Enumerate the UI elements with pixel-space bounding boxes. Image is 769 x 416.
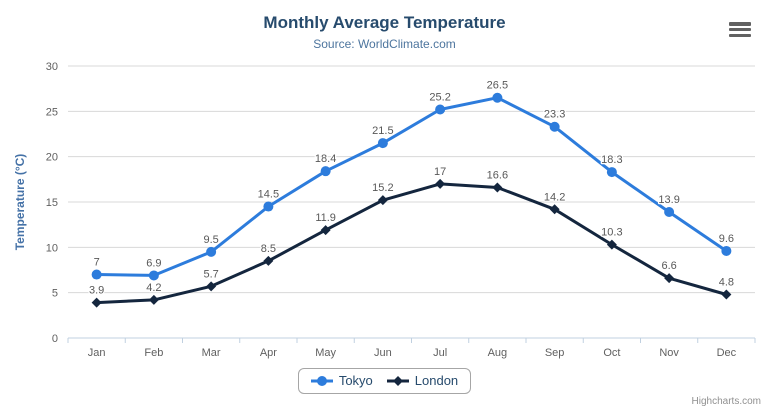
- x-axis-label-mar: Mar: [202, 347, 221, 359]
- x-axis-label-aug: Aug: [488, 347, 508, 359]
- data-label-london-apr: 8.5: [261, 243, 276, 255]
- data-label-london-jul: 17: [434, 166, 446, 178]
- x-axis-label-feb: Feb: [144, 347, 163, 359]
- legend-box: Tokyo London: [297, 368, 472, 394]
- x-axis-label-jan: Jan: [88, 347, 106, 359]
- y-axis-tick-label: 15: [46, 197, 58, 209]
- y-axis-tick-label: 5: [52, 288, 58, 300]
- data-point-london-sep[interactable]: [549, 204, 560, 215]
- data-point-tokyo-may[interactable]: [320, 166, 331, 177]
- data-label-london-feb: 4.2: [146, 282, 161, 294]
- data-point-london-feb[interactable]: [148, 294, 159, 305]
- data-point-tokyo-mar[interactable]: [206, 246, 217, 257]
- data-label-tokyo-mar: 9.5: [203, 234, 218, 246]
- data-label-tokyo-oct: 18.3: [601, 154, 622, 166]
- data-point-london-aug[interactable]: [492, 182, 503, 193]
- legend: Tokyo London: [0, 368, 769, 394]
- data-label-london-mar: 5.7: [203, 268, 218, 280]
- data-point-tokyo-jun[interactable]: [377, 138, 388, 149]
- data-label-tokyo-nov: 13.9: [658, 194, 679, 206]
- x-axis-label-may: May: [315, 347, 336, 359]
- data-point-tokyo-apr[interactable]: [263, 201, 274, 212]
- data-point-london-dec[interactable]: [721, 289, 732, 300]
- legend-item-tokyo[interactable]: Tokyo: [310, 373, 373, 388]
- y-axis-tick-label: 20: [46, 152, 58, 164]
- data-label-london-nov: 6.6: [661, 260, 676, 272]
- data-label-tokyo-may: 18.4: [315, 153, 336, 165]
- data-label-tokyo-dec: 9.6: [719, 233, 734, 245]
- data-point-tokyo-feb[interactable]: [148, 270, 159, 281]
- data-label-tokyo-sep: 23.3: [544, 109, 565, 121]
- y-axis-tick-label: 10: [46, 242, 58, 254]
- y-axis-title: Temperature (°C): [13, 154, 27, 251]
- chart-title: Monthly Average Temperature: [263, 13, 506, 32]
- x-axis-label-oct: Oct: [603, 347, 620, 359]
- data-label-tokyo-apr: 14.5: [258, 189, 279, 201]
- data-point-london-jul[interactable]: [435, 178, 446, 189]
- data-point-tokyo-dec[interactable]: [721, 245, 732, 256]
- data-point-london-nov[interactable]: [664, 273, 675, 284]
- y-axis-tick-label: 0: [52, 333, 58, 345]
- x-axis-label-apr: Apr: [260, 347, 277, 359]
- legend-label-tokyo: Tokyo: [338, 373, 373, 388]
- data-label-london-oct: 10.3: [601, 227, 622, 239]
- export-menu-icon[interactable]: [729, 21, 751, 38]
- data-point-tokyo-jan[interactable]: [91, 269, 102, 280]
- legend-item-london[interactable]: London: [386, 373, 459, 388]
- data-point-london-mar[interactable]: [206, 281, 217, 292]
- data-point-tokyo-sep[interactable]: [549, 121, 560, 132]
- x-axis-label-dec: Dec: [717, 347, 737, 359]
- data-label-tokyo-aug: 26.5: [487, 80, 508, 92]
- data-label-tokyo-jun: 21.5: [372, 125, 393, 137]
- y-axis-tick-label: 25: [46, 106, 58, 118]
- highcharts-credit[interactable]: Highcharts.com: [691, 396, 761, 407]
- data-point-tokyo-aug[interactable]: [492, 92, 503, 103]
- data-label-london-sep: 14.2: [544, 191, 565, 203]
- x-axis-label-sep: Sep: [545, 347, 565, 359]
- data-point-london-oct[interactable]: [606, 239, 617, 250]
- data-label-london-aug: 16.6: [487, 169, 508, 181]
- series-line-london: [95, 182, 728, 305]
- data-label-tokyo-feb: 6.9: [146, 257, 161, 269]
- data-label-tokyo-jul: 25.2: [429, 92, 450, 104]
- legend-marker-tokyo-icon: [310, 375, 333, 386]
- chart-subtitle: Source: WorldClimate.com: [313, 37, 456, 51]
- data-point-london-may[interactable]: [320, 225, 331, 236]
- data-point-london-jun[interactable]: [377, 195, 388, 206]
- hamburger-bar: [729, 27, 751, 32]
- data-point-tokyo-jul[interactable]: [435, 104, 446, 115]
- data-label-london-jun: 15.2: [372, 182, 393, 194]
- x-axis-label-jun: Jun: [374, 347, 392, 359]
- data-point-tokyo-nov[interactable]: [664, 206, 675, 217]
- data-point-london-jan[interactable]: [91, 297, 102, 308]
- data-label-london-may: 11.9: [315, 212, 336, 224]
- data-point-tokyo-oct[interactable]: [606, 167, 617, 178]
- data-label-london-dec: 4.8: [719, 276, 734, 288]
- series-line-tokyo: [95, 96, 728, 277]
- data-label-tokyo-jan: 7: [94, 257, 100, 269]
- data-point-london-apr[interactable]: [263, 255, 274, 266]
- hamburger-bar: [729, 22, 751, 26]
- data-label-london-jan: 3.9: [89, 285, 104, 297]
- hamburger-bar: [729, 33, 751, 37]
- legend-label-london: London: [414, 373, 459, 388]
- x-axis-label-nov: Nov: [659, 347, 679, 359]
- y-axis-tick-label: 30: [46, 61, 58, 73]
- legend-marker-london-icon: [386, 375, 409, 386]
- x-axis-label-jul: Jul: [433, 347, 447, 359]
